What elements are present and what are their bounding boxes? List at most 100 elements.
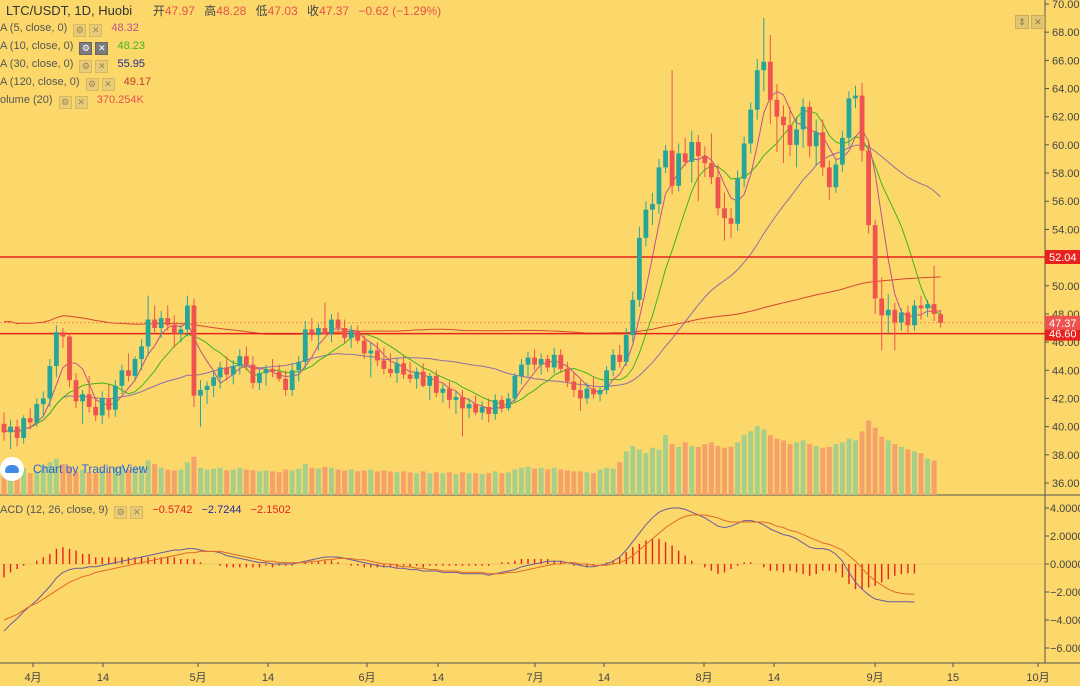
ma10-line: [3, 110, 941, 433]
candle-body: [1, 423, 7, 433]
volume-bar: [211, 468, 217, 495]
volume-bar: [250, 470, 256, 495]
close-icon[interactable]: ✕: [95, 60, 109, 73]
volume-bar: [767, 435, 773, 495]
candle-body: [853, 95, 858, 99]
volume-bar: [453, 474, 459, 495]
volume-bar: [460, 472, 465, 495]
candle-body: [807, 106, 813, 147]
candle-body: [126, 370, 131, 376]
price-tick-label: 64.00: [1052, 84, 1080, 96]
tradingview-watermark[interactable]: Chart by TradingView: [0, 456, 148, 482]
volume-bar: [270, 471, 276, 495]
candle-body: [152, 319, 158, 329]
volume-bar: [636, 449, 642, 495]
candle-body: [695, 142, 701, 157]
volume-bar: [158, 467, 164, 495]
candle-body: [335, 319, 341, 329]
close-icon[interactable]: ✕: [89, 24, 103, 37]
volume-bar: [47, 462, 53, 495]
price-tick-label: 44.00: [1052, 365, 1080, 377]
ma10-legend: A (10, close, 0) ⚙ ✕ 48.23: [0, 40, 146, 55]
volume-bar: [748, 431, 754, 495]
candle-body: [558, 354, 564, 369]
candle-body: [460, 397, 465, 409]
candle-body: [47, 366, 53, 399]
candle-body: [689, 142, 695, 162]
settings-icon[interactable]: ⚙: [79, 60, 93, 73]
candle-body: [401, 363, 406, 375]
candle-body: [846, 98, 852, 138]
volume-bar: [125, 469, 131, 495]
close-icon[interactable]: ✕: [95, 42, 109, 55]
close-icon[interactable]: ✕: [101, 78, 115, 91]
candle-body: [283, 378, 289, 391]
ohlc-legend: LTC/USDT, 1D, Huobi 开47.97 高48.28 低47.03…: [0, 2, 441, 19]
volume-bar: [833, 444, 839, 495]
volume-bar: [610, 468, 616, 495]
ma30-line: [3, 144, 941, 433]
line-price-badge: [1045, 250, 1080, 265]
settings-icon[interactable]: ⚙: [73, 24, 87, 37]
candle-body: [217, 367, 223, 378]
low-value: 47.03: [267, 4, 298, 18]
settings-icon[interactable]: ⚙: [58, 96, 72, 109]
volume-bar: [407, 472, 413, 495]
time-tick-label: 14: [598, 672, 610, 684]
price-tick-label: 68.00: [1052, 27, 1080, 39]
volume-bar: [60, 464, 66, 495]
candle-body: [73, 380, 79, 402]
time-tick-label: 15: [947, 672, 959, 684]
volume-bar: [853, 440, 858, 495]
candle-body: [250, 364, 256, 383]
candle-body: [584, 388, 590, 399]
volume-bar: [794, 442, 800, 495]
candle-body: [709, 163, 714, 178]
volume-bar: [283, 469, 289, 495]
settings-icon[interactable]: ⚙: [114, 506, 128, 519]
high-value: 48.28: [216, 4, 247, 18]
maximize-icon[interactable]: ⇕: [1015, 15, 1029, 29]
candle-body: [938, 314, 944, 323]
candle-body: [14, 426, 20, 438]
line-price-label: 52.04: [1049, 252, 1077, 264]
volume-bar: [774, 438, 780, 495]
volume-bar: [8, 472, 14, 495]
candle-body: [571, 381, 577, 391]
candle-body: [767, 61, 773, 100]
settings-icon[interactable]: ⚙: [85, 78, 99, 91]
price-tick-label: 62.00: [1052, 112, 1080, 124]
volume-bar: [178, 469, 184, 495]
volume-bar: [787, 444, 793, 495]
volume-bar: [394, 472, 400, 495]
candle-body: [564, 368, 570, 382]
settings-icon[interactable]: ⚙: [79, 42, 93, 55]
candle-body: [918, 305, 924, 309]
close-icon[interactable]: ✕: [130, 506, 144, 519]
candle-body: [86, 394, 92, 407]
volume-bar: [866, 420, 872, 495]
last-price-label: 47.37: [1049, 318, 1077, 330]
volume-bar: [800, 440, 806, 495]
candle-body: [80, 394, 85, 402]
volume-bar: [296, 468, 302, 495]
candle-body: [505, 398, 511, 409]
open-value: 47.97: [164, 4, 195, 18]
close-icon[interactable]: ✕: [74, 96, 88, 109]
candle-body: [112, 385, 118, 410]
close-icon[interactable]: ✕: [1031, 15, 1045, 29]
volume-bar: [925, 458, 931, 495]
candle-body: [302, 329, 308, 362]
volume-bar: [73, 471, 79, 495]
volume-bar: [577, 471, 583, 495]
volume-bar: [492, 471, 498, 495]
time-tick-label: 14: [262, 672, 274, 684]
candle-body: [682, 153, 688, 162]
price-tick-label: 36.00: [1052, 478, 1080, 490]
volume-bar: [40, 465, 46, 495]
candle-body: [54, 332, 59, 367]
candle-body: [329, 319, 334, 334]
candle-body: [512, 375, 518, 399]
